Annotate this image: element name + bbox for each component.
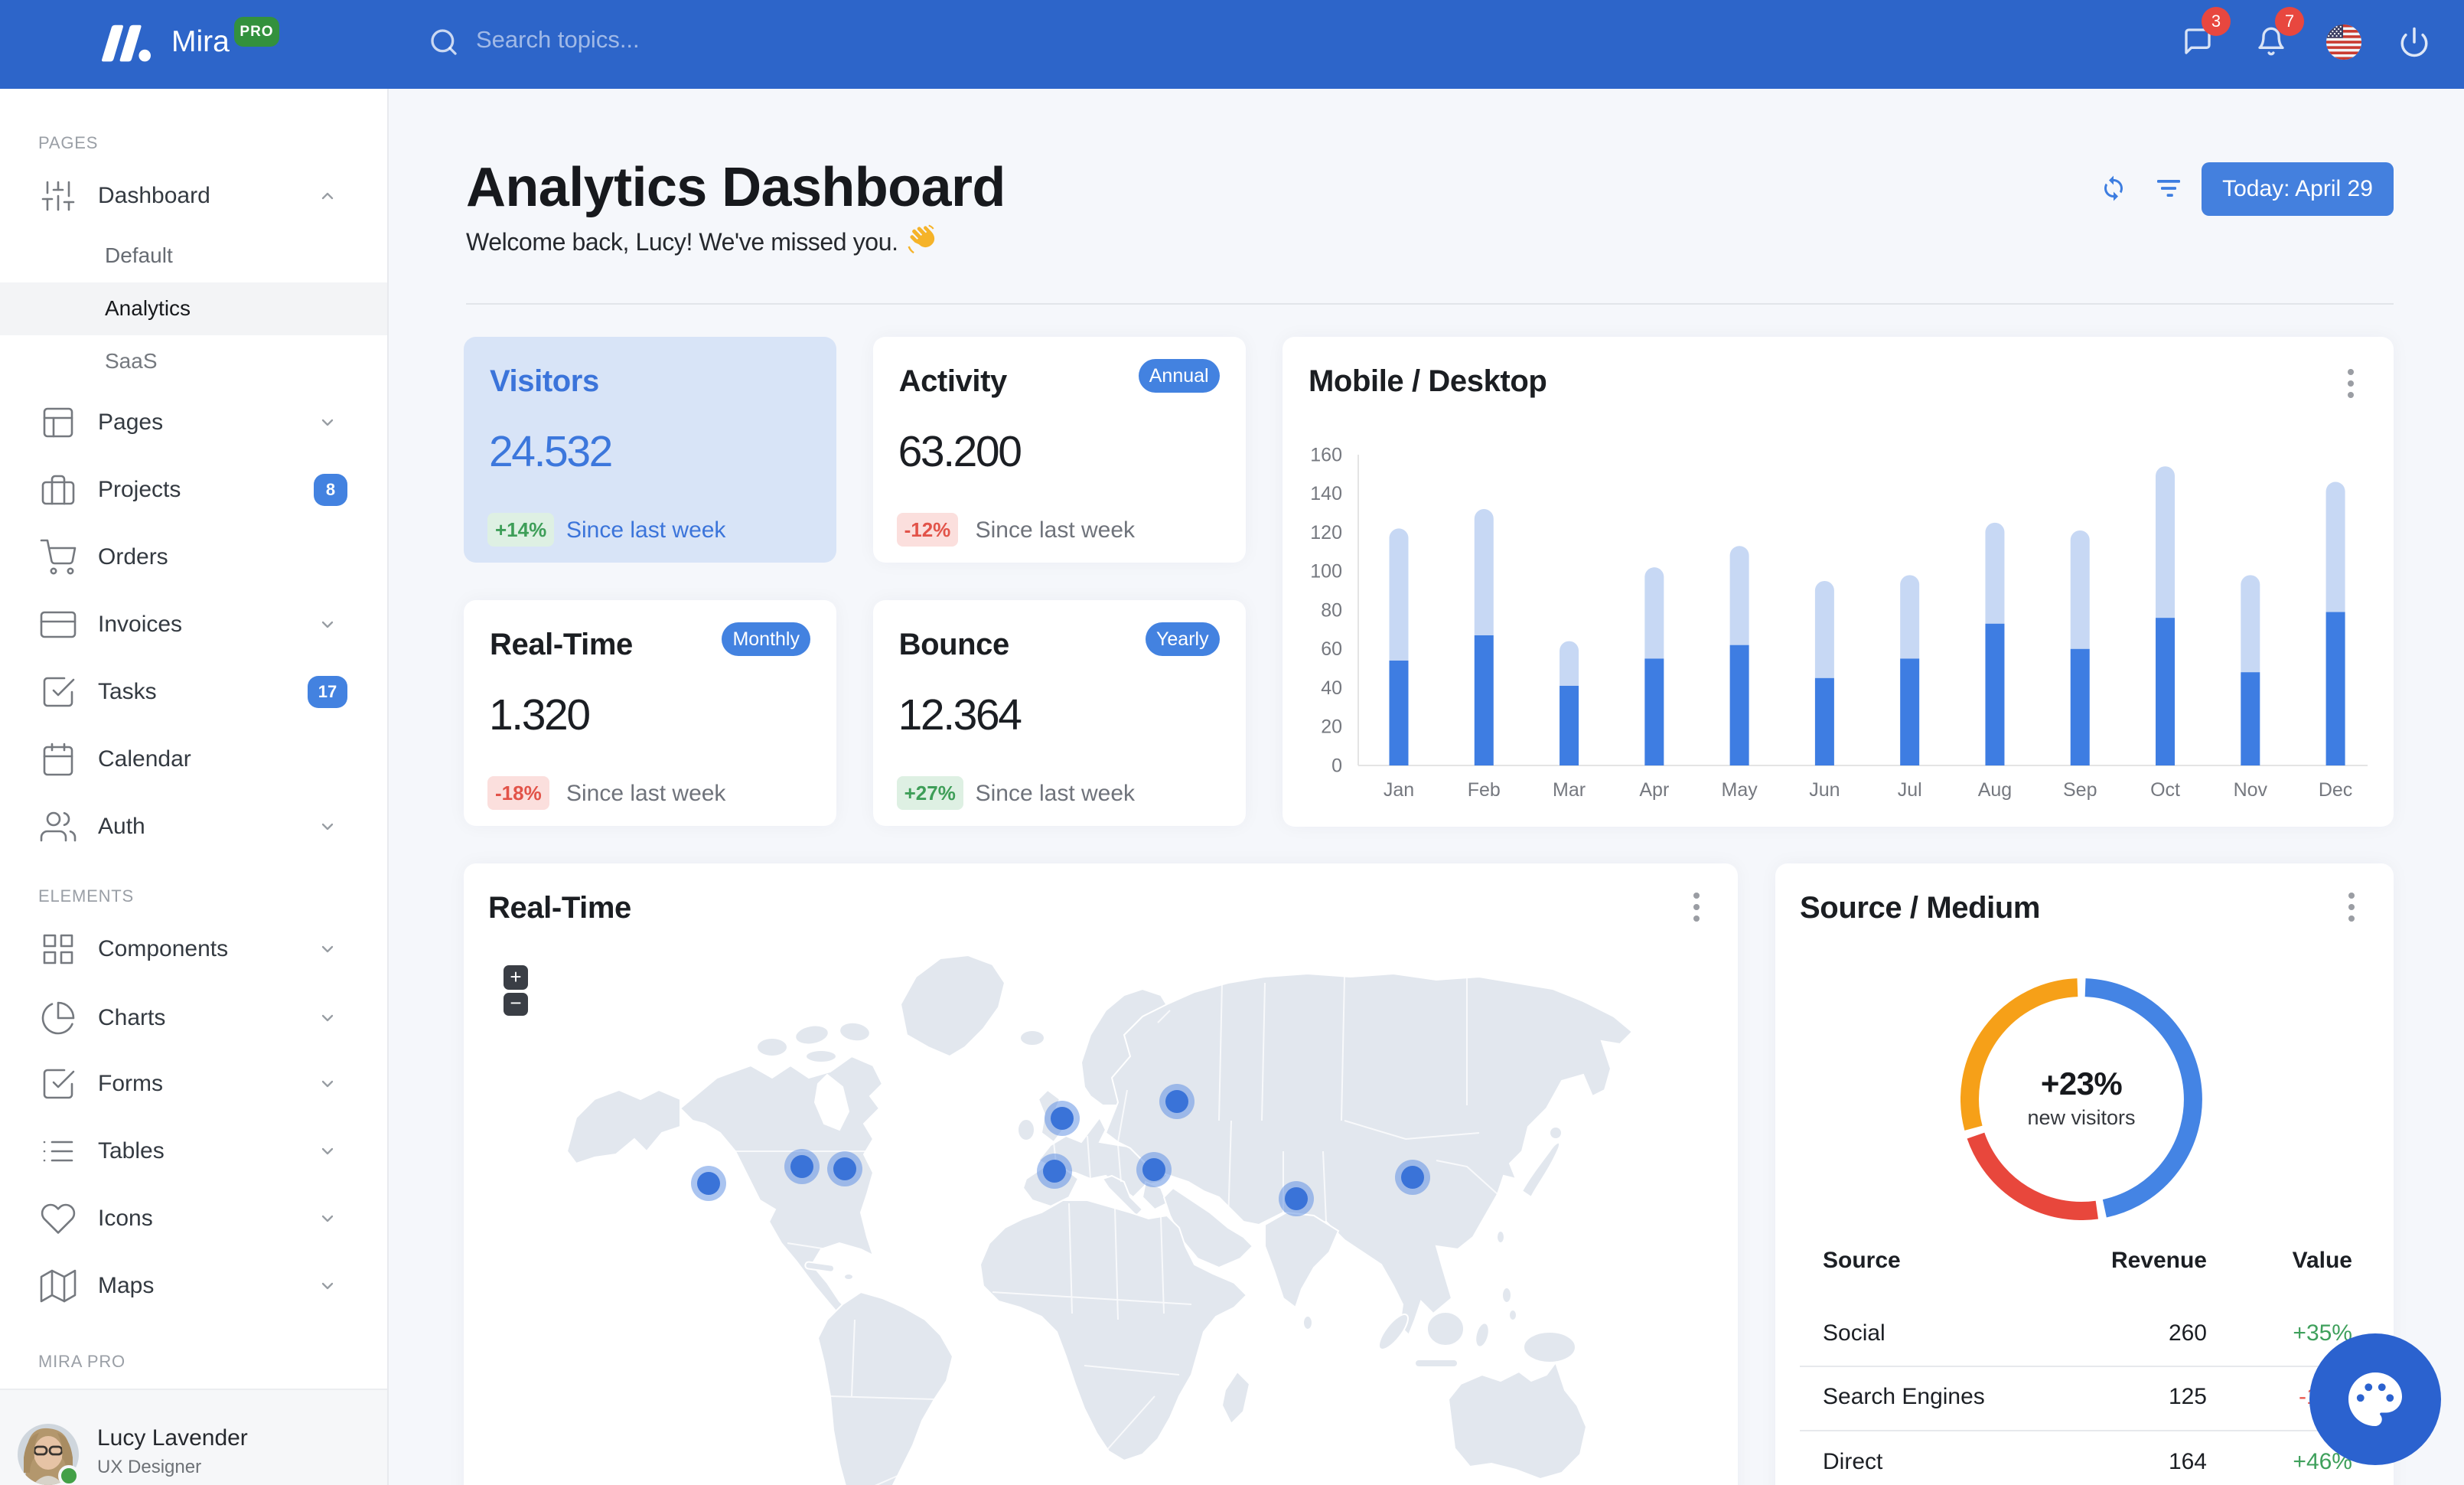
svg-text:Apr: Apr (1639, 779, 1669, 801)
svg-text:Jun: Jun (1809, 779, 1840, 801)
svg-text:Jan: Jan (1384, 779, 1414, 801)
svg-text:Dec: Dec (2319, 779, 2352, 801)
svg-text:Sep: Sep (2063, 779, 2097, 801)
svg-text:Aug: Aug (1978, 779, 2012, 801)
svg-text:0: 0 (1331, 755, 1342, 776)
svg-text:140: 140 (1310, 483, 1342, 504)
svg-text:Jul: Jul (1898, 779, 1922, 801)
svg-text:Feb: Feb (1468, 779, 1501, 801)
svg-text:40: 40 (1321, 677, 1342, 699)
svg-text:May: May (1722, 779, 1758, 801)
svg-text:20: 20 (1321, 716, 1342, 738)
svg-text:Nov: Nov (2234, 779, 2268, 801)
svg-text:120: 120 (1310, 522, 1342, 543)
svg-text:Mar: Mar (1553, 779, 1586, 801)
svg-text:60: 60 (1321, 638, 1342, 660)
svg-text:Oct: Oct (2150, 779, 2180, 801)
svg-text:80: 80 (1321, 599, 1342, 621)
svg-text:160: 160 (1310, 444, 1342, 465)
svg-text:100: 100 (1310, 561, 1342, 583)
